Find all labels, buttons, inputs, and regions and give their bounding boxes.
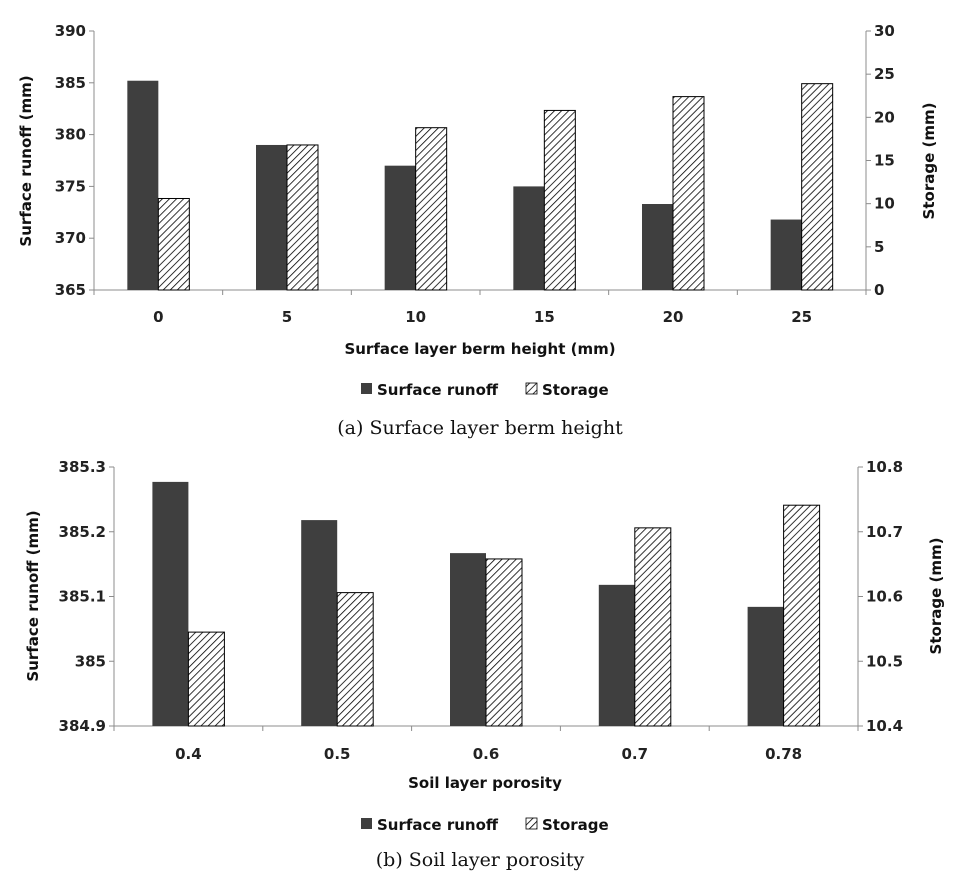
chart-berm-height: Surface runoff (mm) Storage (mm) Surface… xyxy=(17,22,938,439)
x-tick-label: 20 xyxy=(663,308,684,326)
bar-storage xyxy=(801,83,834,291)
y-tick-label-right: 10.6 xyxy=(866,588,903,606)
y-tick-label-right: 10.8 xyxy=(866,458,903,476)
bar-storage xyxy=(634,527,672,727)
bar-surface-runoff xyxy=(747,606,784,726)
legend-swatch-storage xyxy=(525,817,538,830)
legend-swatch-storage xyxy=(525,382,538,395)
legend-label-storage: Storage xyxy=(542,816,609,834)
y-tick-label-left: 385.1 xyxy=(59,588,106,606)
y-axis-title-left: Surface runoff (mm) xyxy=(24,510,42,681)
y-tick-label-right: 5 xyxy=(874,238,884,256)
legend: Surface runoff Storage xyxy=(361,816,609,834)
x-tick-label: 0.78 xyxy=(765,745,802,763)
bar-surface-runoff xyxy=(256,144,287,290)
y-tick-label-right: 10.4 xyxy=(866,717,903,735)
x-tick-label: 0.6 xyxy=(473,745,500,763)
bar-surface-runoff xyxy=(450,553,486,726)
y-tick-label-right: 0 xyxy=(874,281,884,299)
bar-surface-runoff xyxy=(384,165,416,290)
y-tick-label-right: 10.5 xyxy=(866,652,903,670)
y-tick-label-left: 375 xyxy=(55,177,86,195)
x-tick-label: 25 xyxy=(791,308,812,326)
x-tick-label: 0.5 xyxy=(324,745,351,763)
bar-storage xyxy=(485,558,523,727)
bar-storage xyxy=(286,144,319,291)
y-tick-label-right: 10.7 xyxy=(866,523,903,541)
bar-storage xyxy=(157,197,190,291)
y-tick-label-right: 20 xyxy=(874,108,895,126)
y-tick-label-right: 25 xyxy=(874,65,895,83)
y-axis-title-left: Surface runoff (mm) xyxy=(17,75,35,246)
y-tick-label-left: 384.9 xyxy=(59,717,106,735)
chart-soil-porosity: Surface runoff (mm) Storage (mm) Soil la… xyxy=(24,458,945,871)
legend-label-storage: Storage xyxy=(542,381,609,399)
legend-label-surface-runoff: Surface runoff xyxy=(377,816,499,834)
x-tick-label: 0 xyxy=(153,308,163,326)
bar-surface-runoff xyxy=(513,186,545,290)
x-tick-label: 5 xyxy=(282,308,292,326)
y-tick-label-right: 30 xyxy=(874,22,895,40)
y-tick-label-right: 10 xyxy=(874,195,895,213)
x-tick-label: 10 xyxy=(405,308,426,326)
x-axis-title: Soil layer porosity xyxy=(408,774,562,792)
bar-surface-runoff xyxy=(301,520,338,726)
bar-storage xyxy=(783,504,821,727)
y-tick-label-left: 385.2 xyxy=(59,523,106,541)
bar-storage xyxy=(336,592,374,727)
bar-storage xyxy=(415,127,448,291)
bar-storage xyxy=(672,96,705,291)
bar-surface-runoff xyxy=(642,204,673,290)
bar-surface-runoff xyxy=(152,481,189,726)
bar-surface-runoff xyxy=(770,219,802,290)
legend-label-surface-runoff: Surface runoff xyxy=(377,381,499,399)
y-tick-label-left: 370 xyxy=(55,229,86,247)
y-tick-label-left: 385 xyxy=(75,652,106,670)
y-axis-title-right: Storage (mm) xyxy=(920,103,938,220)
bar-surface-runoff xyxy=(598,584,635,726)
y-axis-title-right: Storage (mm) xyxy=(927,538,945,655)
legend-swatch-surface-runoff xyxy=(361,818,372,829)
x-tick-label: 0.7 xyxy=(622,745,649,763)
y-tick-label-left: 385.3 xyxy=(59,458,106,476)
y-tick-label-left: 390 xyxy=(55,22,86,40)
legend-swatch-surface-runoff xyxy=(361,383,372,394)
caption: (b) Soil layer porosity xyxy=(376,849,585,871)
legend: Surface runoff Storage xyxy=(361,381,609,399)
y-tick-label-left: 365 xyxy=(55,281,86,299)
x-tick-label: 0.4 xyxy=(175,745,202,763)
x-tick-label: 15 xyxy=(534,308,555,326)
x-axis-title: Surface layer berm height (mm) xyxy=(344,340,615,358)
y-tick-label-left: 385 xyxy=(55,74,86,92)
bar-storage xyxy=(543,109,576,291)
bar-storage xyxy=(187,631,225,727)
caption: (a) Surface layer berm height xyxy=(337,417,623,439)
y-tick-label-left: 380 xyxy=(55,126,86,144)
y-tick-label-right: 15 xyxy=(874,152,895,170)
bar-surface-runoff xyxy=(127,80,159,290)
